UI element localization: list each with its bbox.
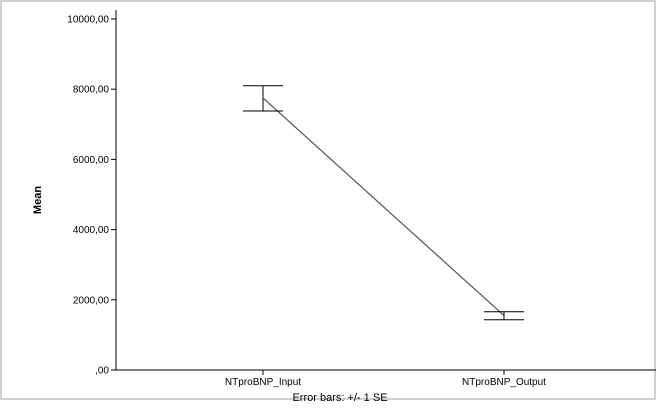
y-tick-label: ,00 [95, 366, 109, 377]
chart-frame [0, 0, 656, 400]
x-tick-label: NTproBNP_Input [225, 377, 301, 388]
y-tick-label: 2000,00 [73, 295, 110, 306]
y-tick-label: 4000,00 [73, 225, 110, 236]
mean-point [503, 314, 505, 317]
mean-point [262, 97, 264, 99]
y-ticks: ,00 2000,00 4000,00 6000,00 8000,00 10000,00 [67, 15, 116, 377]
axes [115, 10, 656, 371]
y-axis-title: Mean [32, 186, 44, 214]
y-tick-label: 8000,00 [73, 85, 110, 96]
x-tick-labels: NTproBNP_Input NTproBNP_Output [225, 370, 546, 388]
series-line [262, 97, 505, 317]
x-tick-label: NTproBNP_Output [462, 377, 546, 388]
y-tick-label: 6000,00 [73, 155, 110, 166]
series [243, 85, 524, 321]
y-tick-label: 10000,00 [67, 15, 109, 26]
error-bars-footnote: Error bars: +/- 1 SE [292, 392, 387, 404]
